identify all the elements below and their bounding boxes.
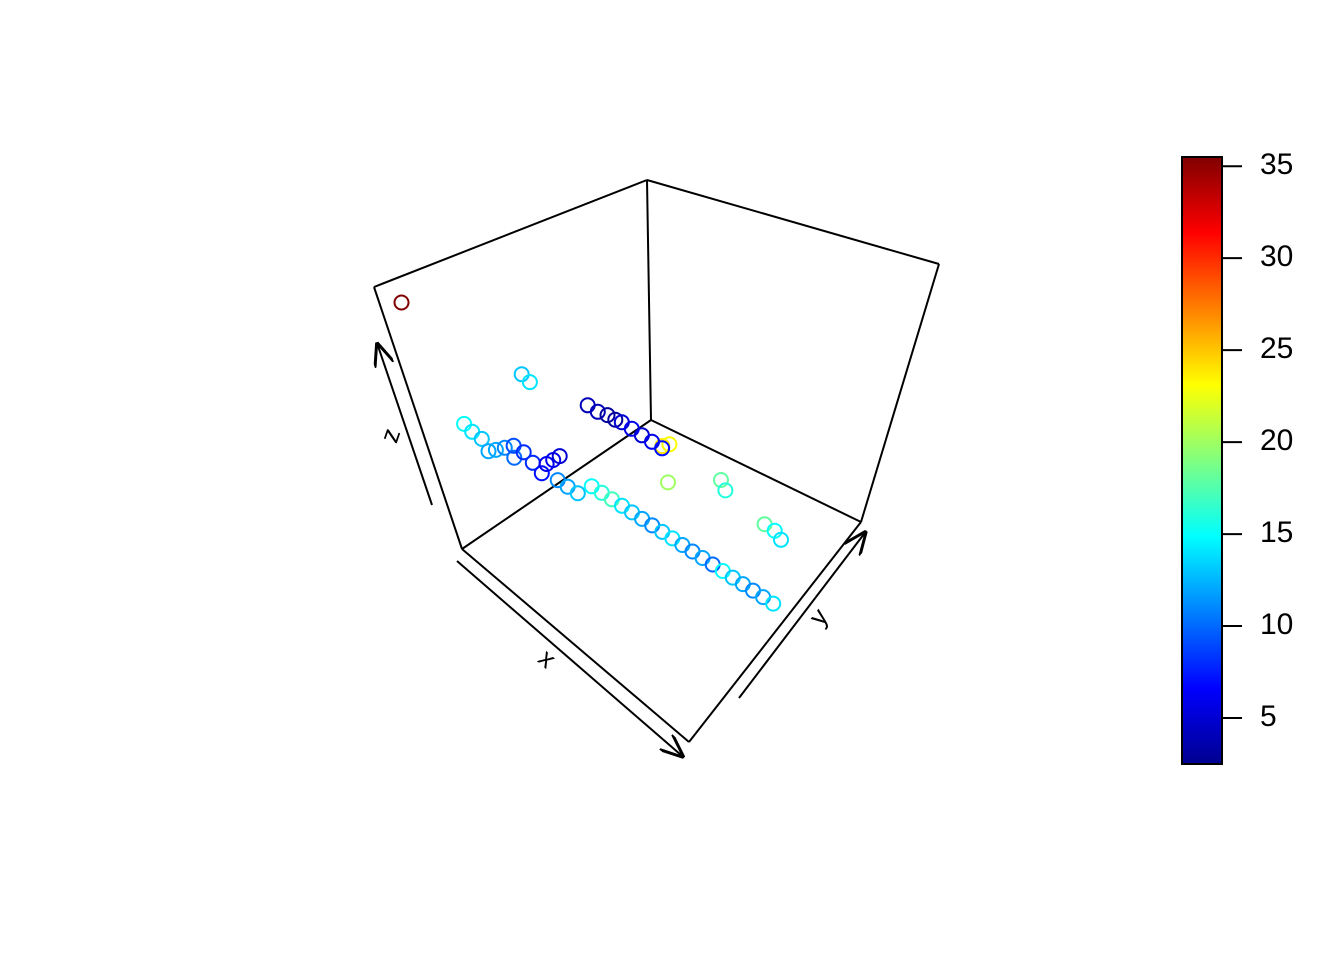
scatter-point bbox=[464, 423, 481, 440]
scatter-point bbox=[579, 397, 596, 414]
colorbar-tick-label: 25 bbox=[1260, 332, 1293, 365]
box-edge-floor-front-left bbox=[461, 548, 690, 743]
colorbar-ticks: 5 10 15 20 25 30 35 bbox=[1222, 148, 1293, 733]
scatter-point bbox=[717, 482, 734, 499]
scatter-point bbox=[755, 589, 772, 606]
colorbar-gradient bbox=[1181, 156, 1223, 765]
scatter-point bbox=[569, 485, 586, 502]
colorbar-tick-label: 5 bbox=[1260, 700, 1277, 733]
colorbar-tick-label: 10 bbox=[1260, 608, 1293, 641]
scatter-point bbox=[765, 595, 782, 612]
colorbar-tick-label: 30 bbox=[1260, 240, 1293, 273]
scatter-point bbox=[487, 441, 504, 458]
scatter-point bbox=[496, 439, 513, 456]
box-edge-top-right bbox=[646, 179, 940, 265]
scatter-point bbox=[713, 472, 729, 488]
scatter-point bbox=[533, 465, 550, 482]
colorbar: 5 10 15 20 25 30 35 bbox=[1181, 148, 1293, 765]
y-axis-arrow bbox=[738, 534, 864, 699]
scatter-point bbox=[684, 543, 701, 560]
x-axis-arrow bbox=[456, 560, 681, 755]
scatter-point bbox=[644, 517, 661, 534]
scatter-point bbox=[745, 582, 761, 599]
scatter-point bbox=[513, 366, 530, 383]
scatter-point bbox=[589, 403, 606, 420]
scatter-point bbox=[624, 504, 640, 521]
scatter-point bbox=[704, 556, 721, 573]
box-edge-floor-back-right bbox=[650, 419, 862, 523]
scatter-point bbox=[521, 374, 538, 391]
scatter-point bbox=[551, 448, 568, 465]
box-edge-back-vertical bbox=[646, 179, 652, 421]
axis-arrows bbox=[378, 346, 864, 755]
scatter-point bbox=[664, 530, 681, 547]
colorbar-tick-label: 35 bbox=[1260, 148, 1293, 181]
plot-box bbox=[373, 179, 940, 743]
z-axis-arrow bbox=[378, 346, 433, 506]
box-edge-right-vertical bbox=[860, 263, 940, 523]
scatter-point bbox=[773, 531, 789, 548]
scatter-point bbox=[603, 491, 620, 508]
scatter-point bbox=[559, 478, 576, 495]
scatter-point bbox=[633, 427, 650, 444]
scatter-point bbox=[480, 443, 497, 460]
scatter-point bbox=[660, 474, 676, 491]
scatter-point bbox=[634, 510, 651, 527]
x-axis-label: x bbox=[533, 643, 562, 674]
scatter-point bbox=[694, 550, 711, 566]
scatter-points bbox=[393, 294, 789, 612]
scatter-point bbox=[614, 497, 630, 514]
box-edge-floor-front-right bbox=[688, 521, 862, 743]
scatter-point bbox=[734, 576, 751, 593]
y-axis-label: y bbox=[803, 602, 835, 631]
scatter-point bbox=[724, 569, 741, 586]
box-edge-left-vertical bbox=[373, 286, 463, 550]
scatter-point bbox=[654, 523, 671, 540]
scatter-point bbox=[515, 444, 532, 461]
scatter-point bbox=[654, 440, 671, 457]
scatter-point bbox=[583, 478, 600, 495]
scatter-point bbox=[756, 516, 773, 533]
scatter-point bbox=[674, 537, 691, 553]
colorbar-tick-label: 15 bbox=[1260, 516, 1293, 549]
box-edge-top-left bbox=[373, 179, 648, 288]
scatter-point bbox=[393, 294, 410, 311]
scatter-point bbox=[473, 430, 490, 447]
scatter-point bbox=[506, 449, 523, 466]
scatter-point bbox=[599, 407, 616, 424]
colorbar-tick-label: 20 bbox=[1260, 424, 1293, 457]
box-edge-floor-back-left bbox=[461, 419, 652, 550]
scatter-point bbox=[714, 563, 731, 579]
z-axis-label: z bbox=[374, 424, 407, 446]
scatter-point bbox=[456, 415, 473, 432]
scatter-point bbox=[593, 484, 610, 501]
